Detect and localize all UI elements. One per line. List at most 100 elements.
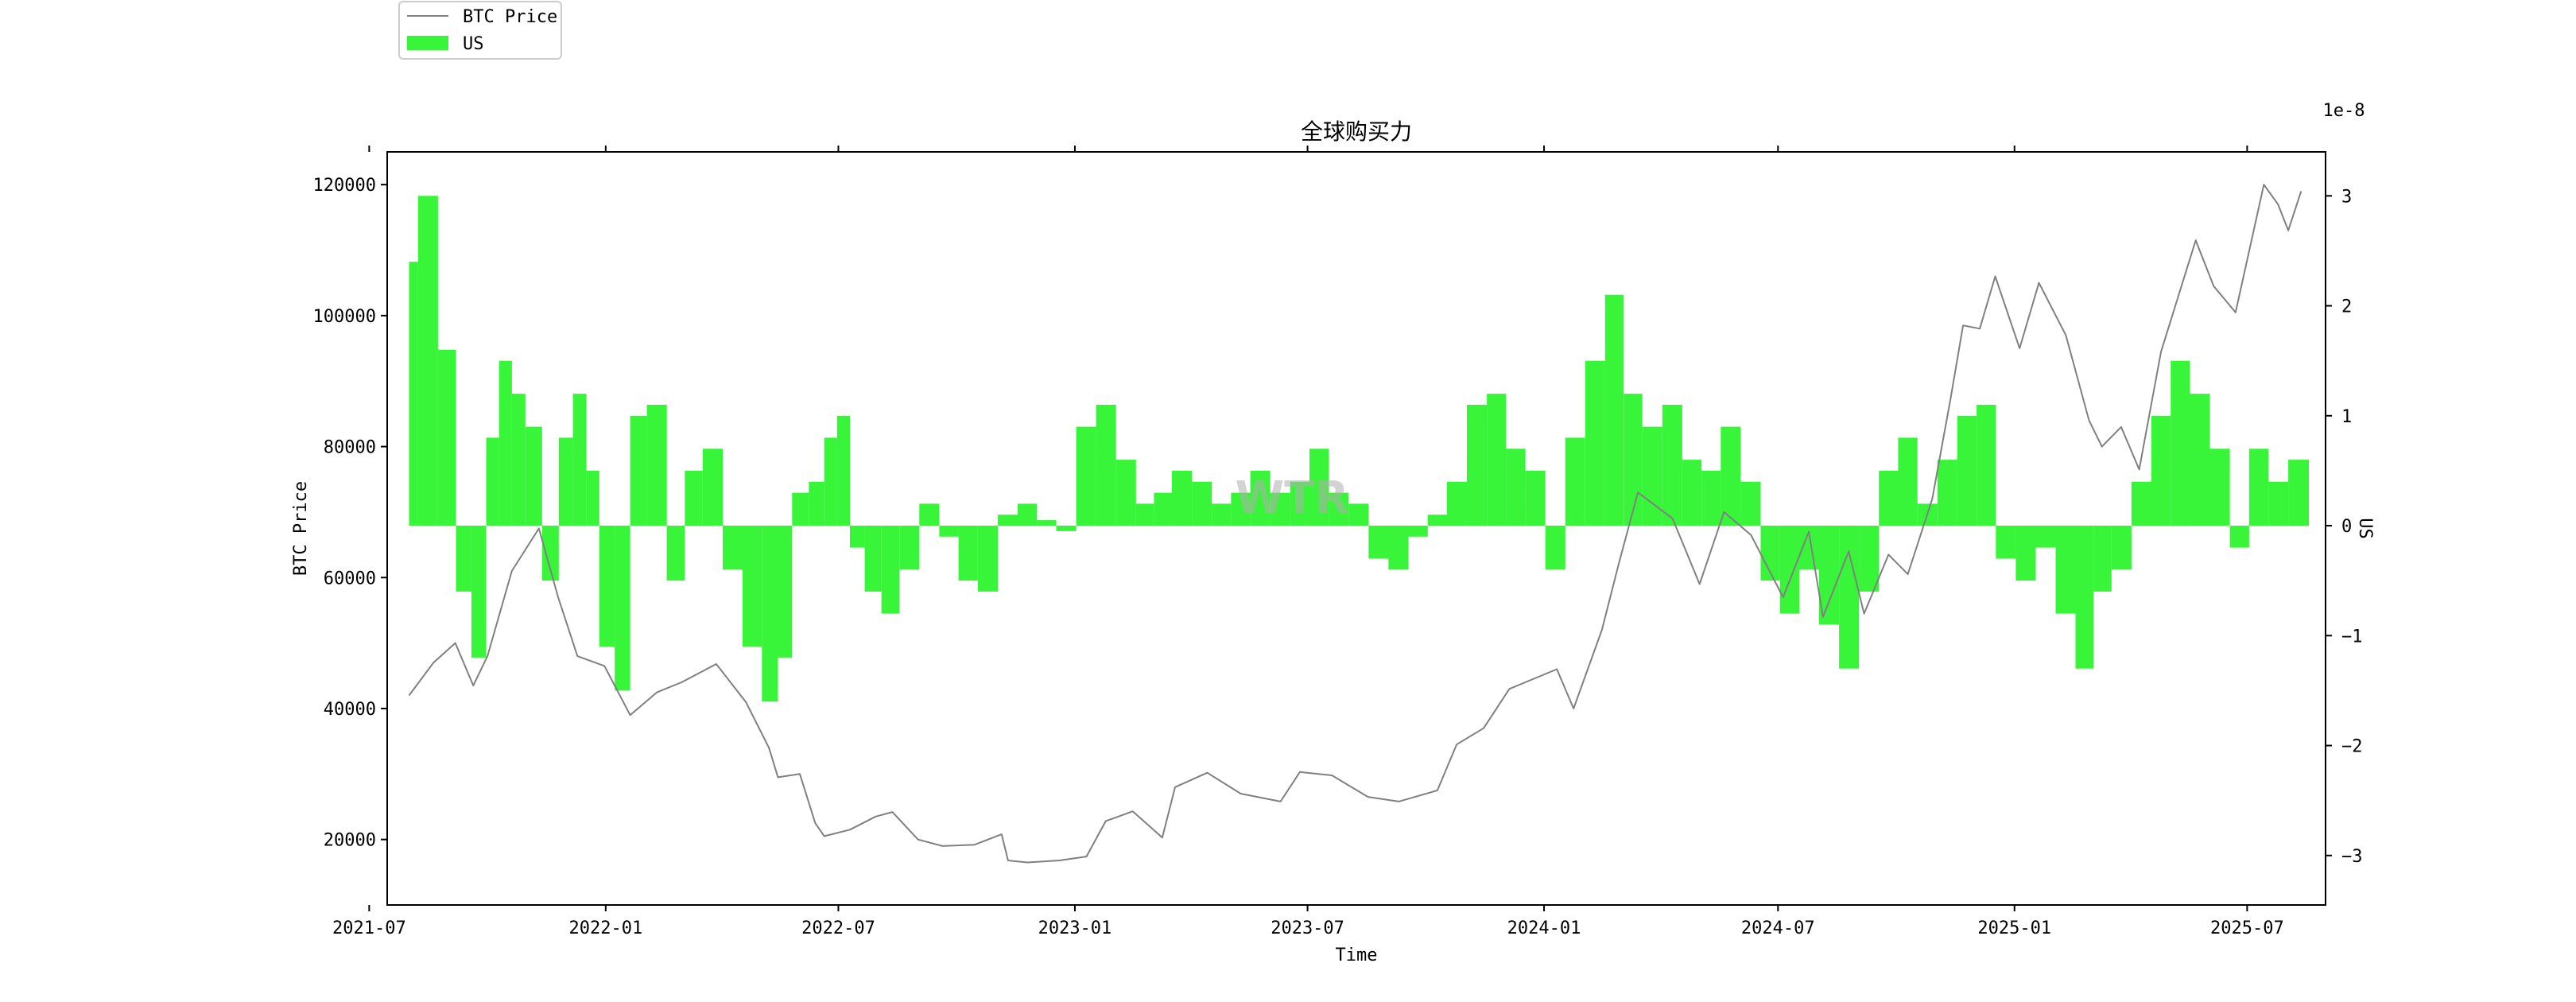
us-bar	[809, 481, 824, 526]
x-tick-label: 2022-01	[568, 918, 642, 938]
us-bar	[541, 526, 559, 581]
us-bar	[1056, 526, 1077, 531]
us-bar	[824, 437, 837, 526]
us-bar	[1819, 526, 1840, 625]
us-bar	[1447, 481, 1468, 526]
us-bar	[881, 526, 900, 614]
us-bar	[1037, 520, 1057, 526]
us-bar	[1329, 492, 1349, 526]
us-bar	[685, 470, 703, 526]
us-bar	[1879, 470, 1899, 526]
us-bar	[558, 437, 573, 526]
us-bar	[939, 526, 959, 537]
y-right-tick-label: 2	[2341, 297, 2352, 317]
us-bar	[2171, 360, 2190, 526]
us-bar	[1740, 481, 1761, 526]
us-bar	[1115, 460, 1136, 526]
us-bar	[2131, 481, 2151, 526]
us-bar	[1624, 394, 1643, 526]
x-tick-label: 2023-07	[1271, 918, 1344, 938]
legend-label: US	[463, 34, 484, 54]
legend-label: BTC Price	[463, 7, 557, 27]
us-bar	[1096, 405, 1116, 526]
us-bar	[1368, 526, 1389, 559]
us-bar	[646, 405, 667, 526]
us-bar	[1545, 526, 1565, 570]
us-bar	[615, 526, 630, 691]
us-bar	[1565, 437, 1585, 526]
x-tick-label: 2025-01	[1977, 918, 2051, 938]
us-bar	[666, 526, 685, 581]
us-bar	[2075, 526, 2094, 669]
us-bar	[1859, 526, 1880, 592]
y-right-tick-label: 0	[2341, 517, 2352, 537]
y-right-axis-label: US	[2355, 518, 2375, 539]
us-bar	[1309, 449, 1329, 526]
us-bar	[1270, 492, 1290, 526]
us-bar	[1682, 460, 1702, 526]
x-tick-label: 2022-07	[801, 918, 875, 938]
us-bar	[2111, 526, 2132, 570]
us-bar	[1348, 503, 1369, 526]
us-bar	[1937, 460, 1957, 526]
us-bar	[1898, 437, 1918, 526]
us-bar	[2268, 481, 2289, 526]
us-bar	[1154, 492, 1172, 526]
us-bar	[899, 526, 920, 570]
y-right-tick-label: −3	[2341, 847, 2363, 867]
us-bar	[1662, 405, 1682, 526]
us-bar	[1135, 503, 1154, 526]
legend-bar-swatch	[407, 36, 448, 50]
us-bar	[958, 526, 978, 581]
us-bar	[1721, 426, 1741, 526]
us-bar	[864, 526, 882, 592]
us-bar	[1018, 503, 1038, 526]
us-bar	[1525, 470, 1546, 526]
y-right-tick-label: 3	[2341, 187, 2352, 207]
y-right-tick-label: −2	[2341, 737, 2363, 757]
us-bar	[2288, 460, 2309, 526]
us-bar	[723, 526, 743, 570]
us-bar	[1076, 426, 1096, 526]
us-bar	[778, 526, 793, 658]
us-bar	[1585, 360, 1605, 526]
x-tick-label: 2023-01	[1038, 918, 1112, 938]
us-bar	[2035, 526, 2056, 548]
us-bar	[919, 503, 940, 526]
us-bar	[1604, 294, 1624, 526]
us-bar	[2093, 526, 2112, 592]
us-bar	[525, 426, 542, 526]
us-bar	[2055, 526, 2076, 614]
plot-frame	[386, 151, 2326, 906]
us-bar	[1487, 394, 1507, 526]
us-bar	[1388, 526, 1409, 570]
us-bar	[743, 526, 762, 647]
us-bar	[417, 196, 438, 526]
us-bar	[471, 526, 487, 658]
us-bar	[1839, 526, 1860, 669]
us-bar	[1212, 503, 1232, 526]
x-axis-label: Time	[1336, 946, 1378, 965]
us-bar	[1408, 526, 1428, 537]
us-bar	[409, 262, 418, 526]
us-bar	[1192, 481, 1212, 526]
y-left-tick-label: 80000	[324, 438, 376, 458]
us-bar	[486, 437, 499, 526]
us-bar	[2248, 449, 2269, 526]
us-bar	[511, 394, 526, 526]
us-bar	[1977, 405, 1996, 526]
us-bar	[1957, 415, 1977, 526]
watermark: WTR	[1235, 472, 1348, 524]
us-bar	[437, 349, 456, 526]
us-bar	[2190, 394, 2210, 526]
us-bar	[1642, 426, 1662, 526]
right-axis-scale-label: 1e-8	[2323, 101, 2365, 121]
x-tick-label: 2024-07	[1741, 918, 1815, 938]
us-bar	[586, 470, 599, 526]
y-left-tick-label: 40000	[324, 700, 376, 720]
btc-price-line	[408, 184, 2302, 864]
us-bar	[1231, 492, 1251, 526]
us-bar	[792, 492, 809, 526]
y-right-tick-label: −1	[2341, 627, 2363, 647]
x-tick-label: 2021-07	[332, 918, 406, 938]
